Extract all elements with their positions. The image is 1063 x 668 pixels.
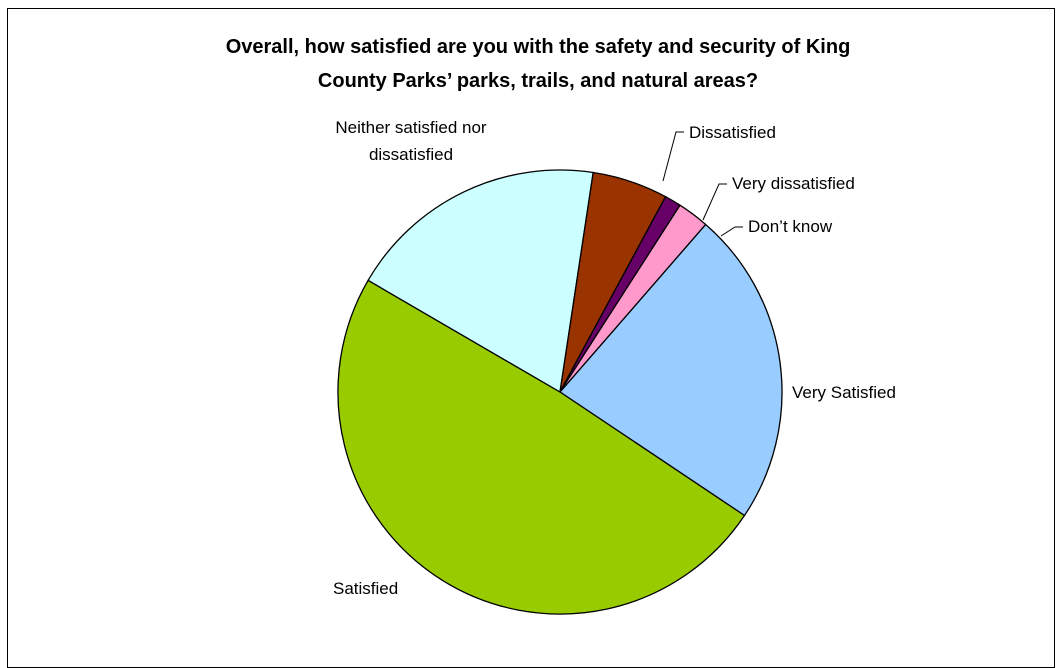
- leader-line: [662, 131, 684, 182]
- slice-label: Very Satisfied: [792, 383, 896, 402]
- slice-labels: Very Satisfied Satisfied Neither satisfied…: [333, 118, 896, 598]
- slice-label: Dissatisfied: [689, 123, 776, 142]
- pie-slice-satisfied: [337, 279, 746, 615]
- slice-label: Don’t know: [748, 217, 833, 236]
- slice-label: Very dissatisfied: [732, 174, 855, 193]
- slice-label: Neither satisfied nor dissatisfied: [335, 118, 487, 164]
- label-leader-lines: [662, 131, 743, 237]
- leader-line: [702, 183, 727, 221]
- chart-title: Overall, how satisfied are you with the …: [226, 36, 851, 92]
- leader-line: [720, 226, 743, 237]
- slice-label: Satisfied: [333, 579, 398, 598]
- pie-slice-very-satisfied: [559, 223, 783, 517]
- pie-slice-don-t-know: [559, 204, 707, 393]
- chart-title-line-1: Overall, how satisfied are you with the …: [226, 36, 851, 58]
- pie-chart: Overall, how satisfied are you with the …: [226, 36, 896, 615]
- pie-slice-neither-satisfied-nor-dissatisfied: [367, 169, 594, 394]
- chart-title-line-2: County Parks’ parks, trails, and natural…: [318, 70, 758, 92]
- pie-slices: [337, 169, 783, 615]
